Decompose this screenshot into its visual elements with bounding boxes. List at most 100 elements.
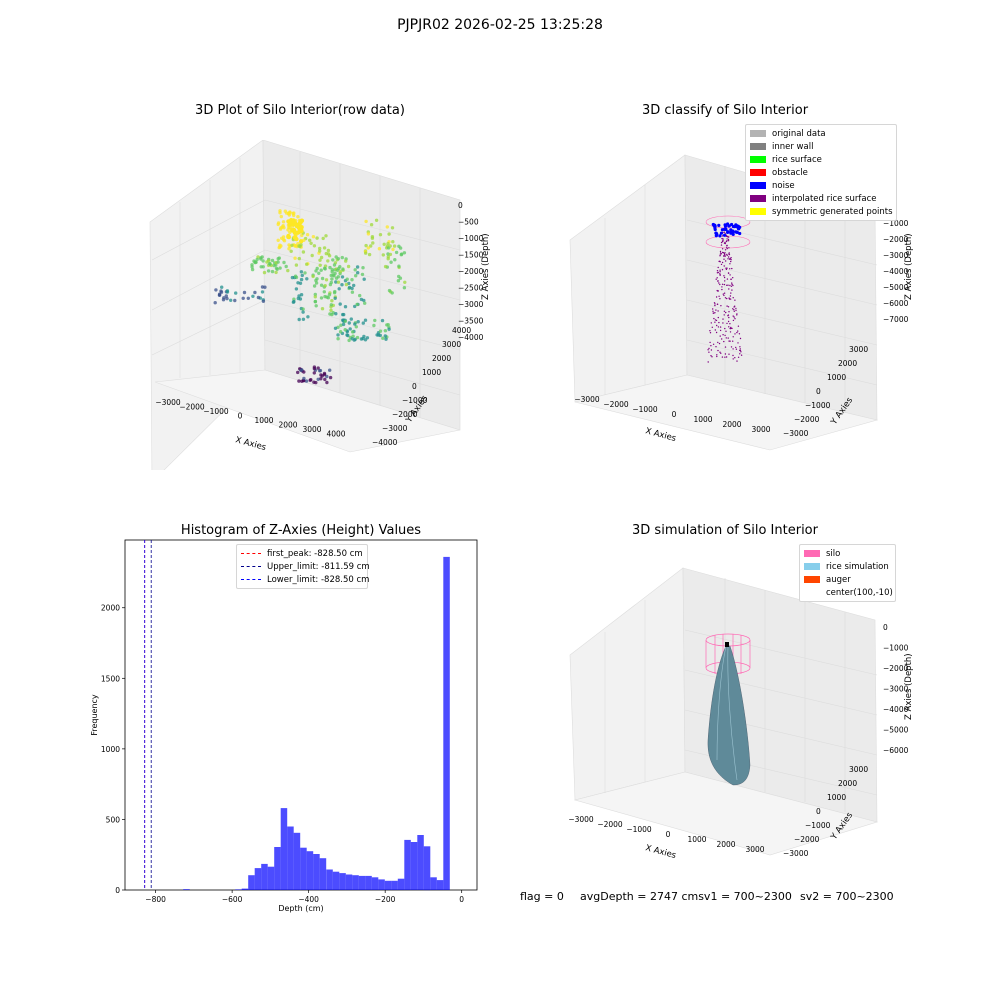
raw-data-point xyxy=(286,268,290,273)
raw-data-point xyxy=(340,275,345,279)
interpolated-point xyxy=(719,255,721,257)
legend-label: silo xyxy=(826,548,841,559)
interpolated-point xyxy=(717,326,720,328)
raw-data-point xyxy=(312,380,316,384)
interpolated-point xyxy=(716,303,719,305)
raw-data-point xyxy=(345,277,349,281)
raw-data-point xyxy=(314,278,318,283)
interpolated-point xyxy=(740,354,743,356)
histogram-bar xyxy=(410,842,418,890)
raw-data-point xyxy=(338,302,342,306)
raw-data-point xyxy=(381,253,385,257)
raw-data-point xyxy=(347,321,351,325)
interpolated-point xyxy=(721,288,723,291)
noise-point xyxy=(723,223,727,227)
interpolated-point xyxy=(732,297,734,299)
interpolated-point xyxy=(729,331,732,333)
raw-data-point xyxy=(299,243,303,247)
interpolated-point xyxy=(714,304,716,307)
zticks-tick-label: −500 xyxy=(458,218,479,227)
raw-data-point xyxy=(388,244,392,248)
legend-swatch xyxy=(804,589,820,596)
xticks-tick-label: 1000 xyxy=(693,415,712,424)
raw-data-point xyxy=(306,315,310,319)
interpolated-point xyxy=(736,313,738,315)
raw-data-point xyxy=(270,269,275,274)
raw-data-point xyxy=(251,294,255,298)
raw-data-point xyxy=(392,244,397,248)
legend-item: Upper_limit: -811.59 cm xyxy=(237,560,370,573)
legend-swatch xyxy=(804,576,820,583)
raw-data-point xyxy=(316,366,320,370)
legend-item: auger xyxy=(800,573,895,586)
raw-data-point xyxy=(391,240,395,244)
noise-point xyxy=(714,234,718,238)
legend-line xyxy=(241,566,261,567)
interpolated-point xyxy=(723,258,725,260)
interpolated-point xyxy=(733,310,735,312)
y-tick-label: 0 xyxy=(115,886,120,895)
interpolated-point xyxy=(707,349,709,351)
histogram-bar xyxy=(280,808,288,890)
raw-data-point xyxy=(403,280,407,284)
raw-data-point xyxy=(386,242,390,246)
interpolated-point xyxy=(725,311,727,314)
raw-data-point xyxy=(298,226,303,232)
raw-data-point xyxy=(336,275,340,279)
raw-data-point xyxy=(301,307,305,311)
raw-data-point xyxy=(373,318,377,323)
histogram-bar xyxy=(183,889,190,890)
raw-data-point xyxy=(298,239,304,244)
yticks-tick-label: 2000 xyxy=(838,779,857,788)
interpolated-point xyxy=(731,289,733,291)
rice-simulation-surface xyxy=(707,645,751,786)
silo-outline xyxy=(705,215,751,229)
interpolated-point xyxy=(719,271,721,273)
interpolated-point xyxy=(712,308,714,310)
raw-data-point xyxy=(326,252,331,256)
raw-data-point xyxy=(305,233,310,237)
panel2-scatter-points xyxy=(705,215,751,363)
zticks-tick-label: −6000 xyxy=(883,299,909,308)
legend-label: rice simulation xyxy=(826,561,889,572)
raw-data-point xyxy=(298,281,303,285)
interpolated-point xyxy=(735,309,737,311)
zticks-tick-label: −3000 xyxy=(883,685,909,694)
legend-item: center(100,-10) xyxy=(800,586,895,599)
legend-swatch xyxy=(750,169,766,176)
legend-item: rice surface xyxy=(746,153,896,166)
interpolated-point xyxy=(732,340,734,342)
raw-data-point xyxy=(242,290,247,295)
interpolated-point xyxy=(726,305,728,307)
raw-data-point xyxy=(313,299,318,304)
raw-data-point xyxy=(276,260,280,264)
yticks-tick-label: −1000 xyxy=(805,401,831,410)
interpolated-point xyxy=(727,256,730,258)
raw-data-point xyxy=(332,263,337,267)
interpolated-point xyxy=(733,316,735,318)
interpolated-point xyxy=(734,357,736,359)
yticks-tick-label: 3000 xyxy=(849,345,868,354)
interpolated-point xyxy=(724,280,726,282)
raw-data-point xyxy=(358,293,362,298)
raw-data-point xyxy=(282,260,286,265)
interpolated-point xyxy=(712,312,714,314)
raw-data-point xyxy=(297,317,301,322)
interpolated-point xyxy=(731,282,733,284)
raw-data-point xyxy=(316,377,320,381)
x-tick-label: 0 xyxy=(459,895,464,904)
raw-data-point xyxy=(402,286,407,290)
raw-data-point xyxy=(320,307,325,311)
raw-data-point xyxy=(279,214,283,219)
interpolated-point xyxy=(710,322,712,324)
interpolated-point xyxy=(715,331,718,334)
interpolated-point xyxy=(726,247,728,250)
zticks-tick-label: 0 xyxy=(458,201,463,210)
yticks-tick-label: 3000 xyxy=(849,765,868,774)
raw-data-point xyxy=(322,246,327,250)
interpolated-point xyxy=(716,324,718,327)
raw-data-point xyxy=(347,285,352,290)
y-tick-label: 2000 xyxy=(101,604,120,613)
raw-data-point xyxy=(299,293,304,297)
interpolated-point xyxy=(725,240,728,243)
